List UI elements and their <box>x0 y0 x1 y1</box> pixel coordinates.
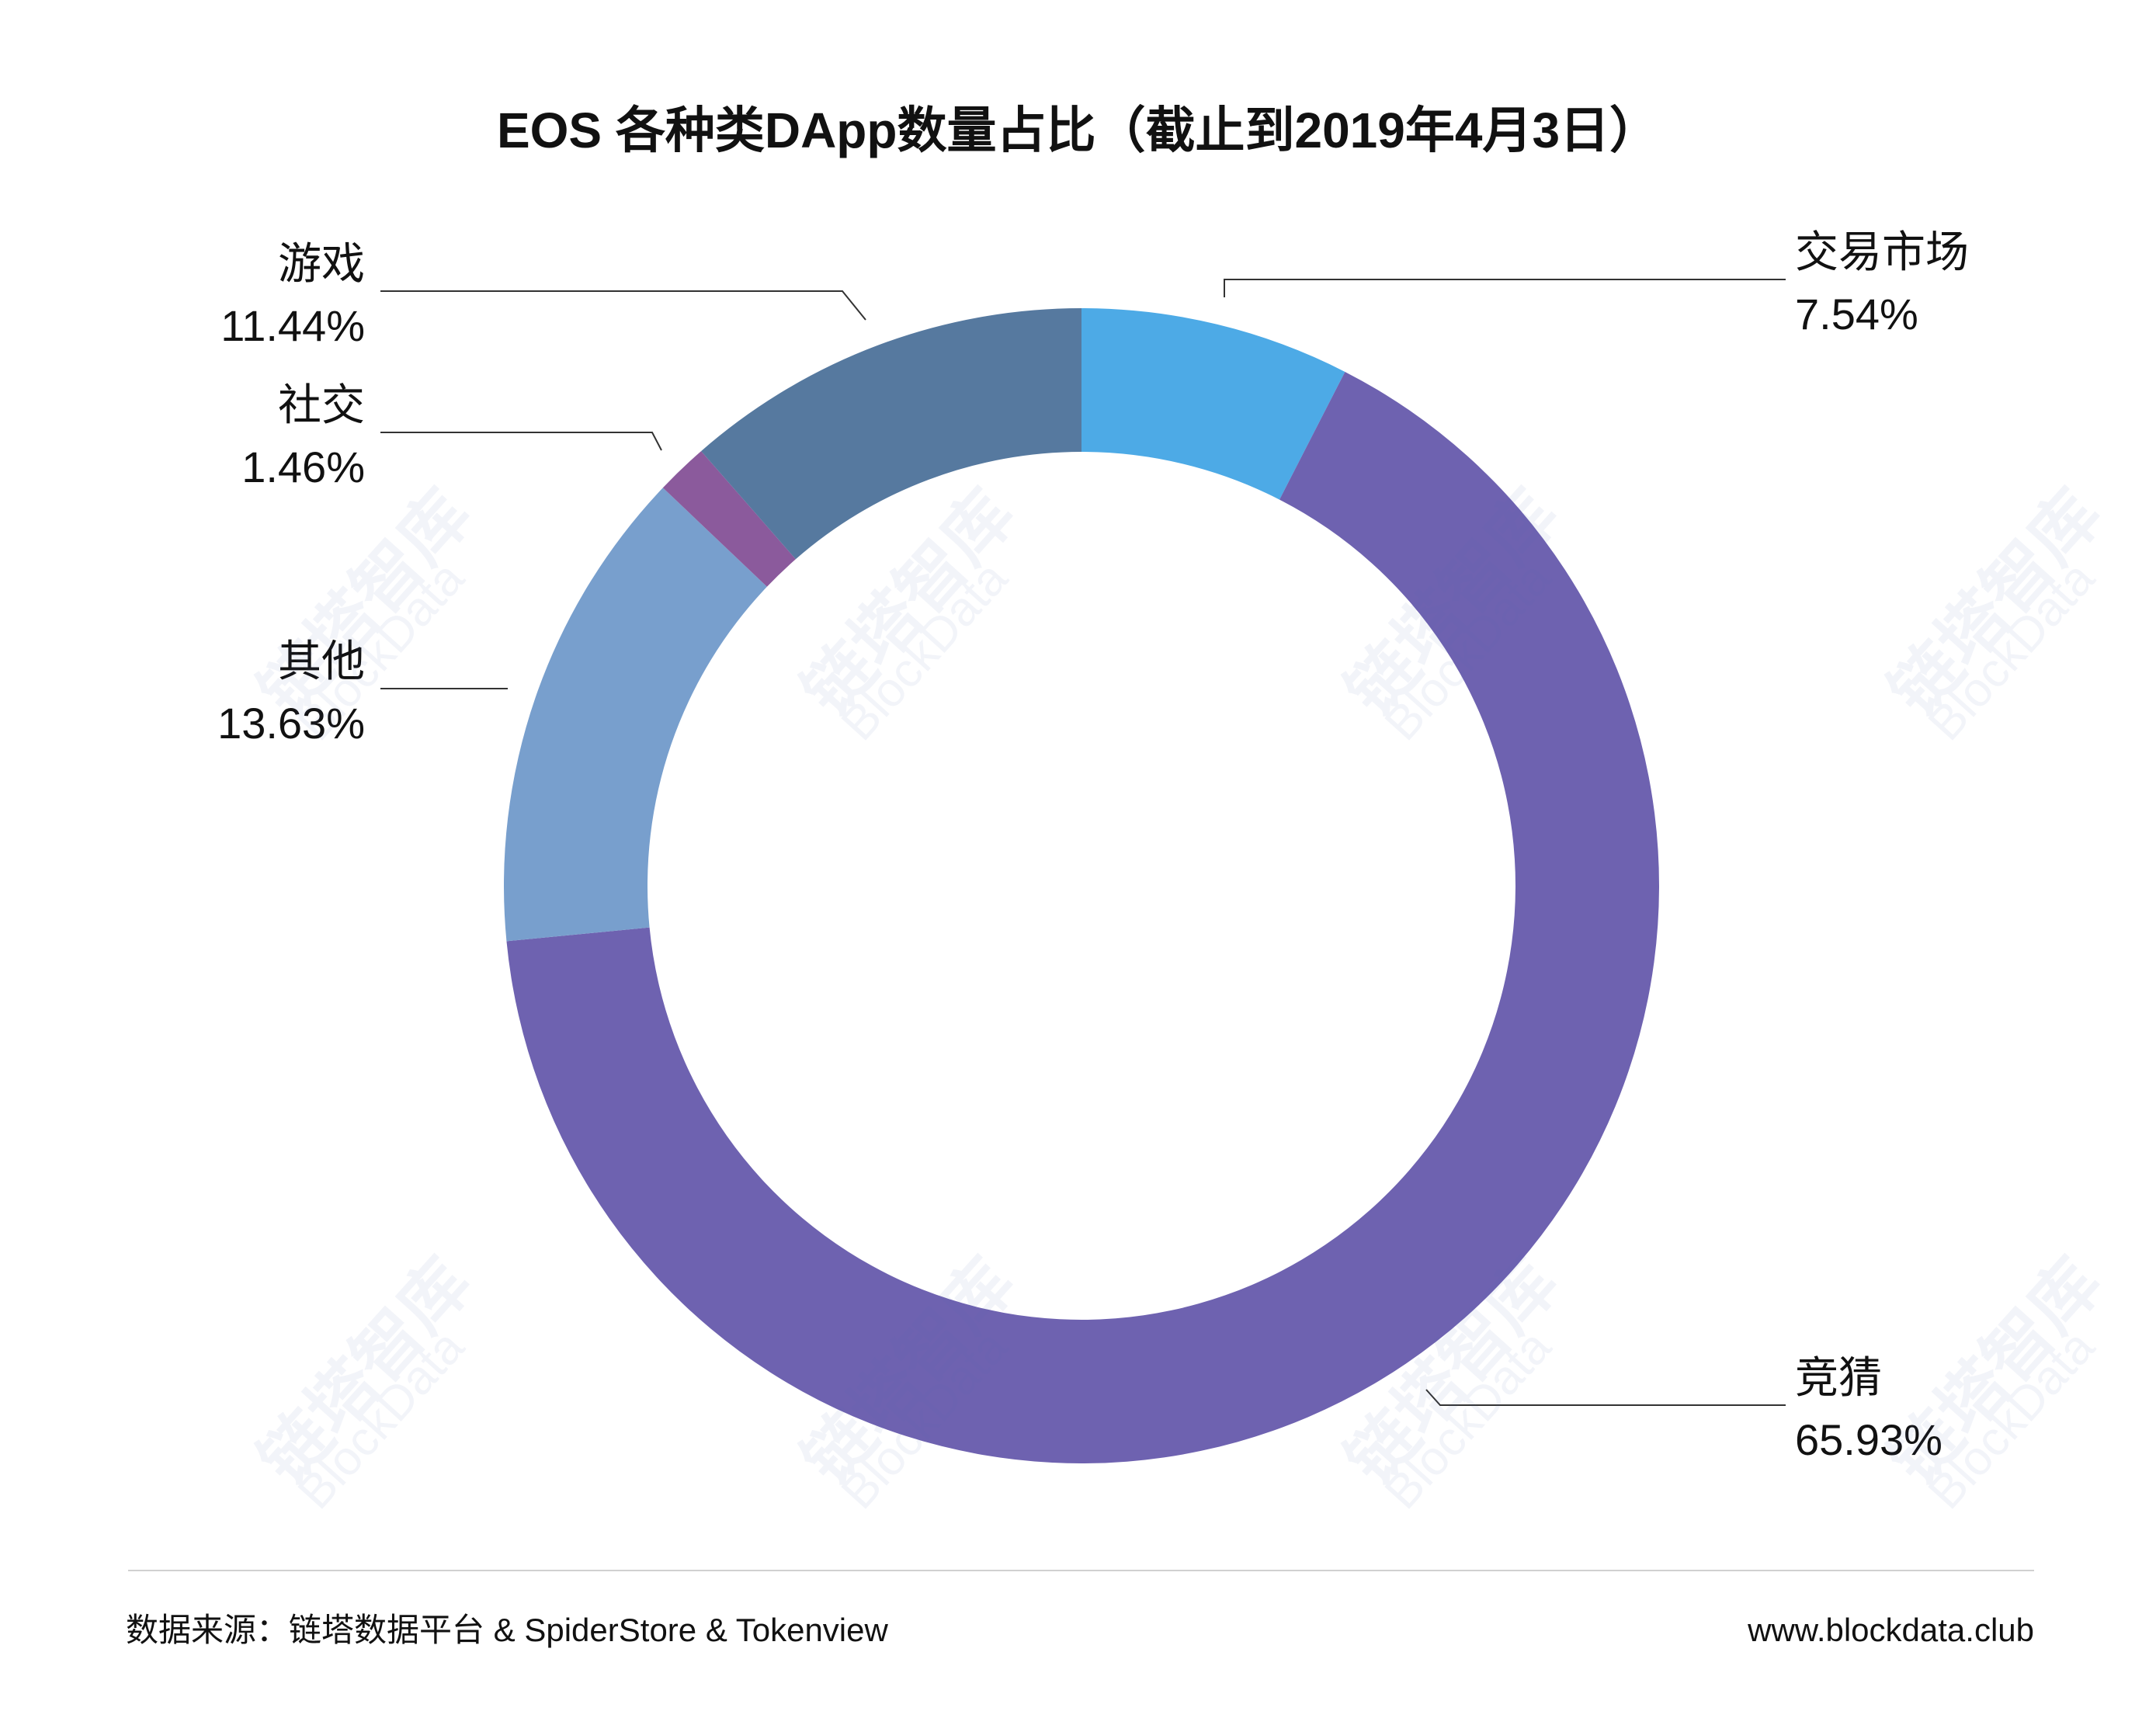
slice-label-0: 交易市场 7.54% <box>1795 221 1969 345</box>
slice-category: 竞猜 <box>1795 1353 1882 1402</box>
slice-category: 其他 <box>278 637 365 685</box>
slice-label-2: 其他 13.63% <box>217 630 365 755</box>
slice-label-1: 竞猜 65.93% <box>1795 1347 1942 1471</box>
slice-category: 游戏 <box>278 239 365 288</box>
donut-slice-0 <box>1081 308 1345 500</box>
donut-slice-4 <box>701 308 1081 560</box>
slice-category: 交易市场 <box>1795 227 1969 276</box>
chart-title: EOS 各种类DApp数量占比（截止到2019年4月3日） <box>496 102 1660 158</box>
leader-line-0 <box>1224 279 1786 297</box>
slice-value: 11.44% <box>220 301 365 350</box>
slice-value: 7.54% <box>1795 290 1918 338</box>
leader-line-4 <box>380 290 866 321</box>
slice-value: 1.46% <box>241 443 365 491</box>
slice-label-4: 游戏 11.44% <box>220 233 365 357</box>
donut-slice-2 <box>504 488 767 942</box>
slice-label-3: 社交 1.46% <box>241 374 365 498</box>
slice-category: 社交 <box>278 380 365 429</box>
slice-value: 65.93% <box>1795 1415 1942 1464</box>
donut-slice-3 <box>662 451 796 587</box>
leader-line-3 <box>380 432 662 451</box>
leader-line-1 <box>1425 1389 1786 1406</box>
slice-value: 13.63% <box>217 699 365 748</box>
site-url: www.blockdata.club <box>1748 1612 2034 1648</box>
footer-divider <box>128 1570 2034 1571</box>
data-source: 数据来源：链塔数据平台 & SpiderStore & Tokenview <box>126 1612 888 1648</box>
